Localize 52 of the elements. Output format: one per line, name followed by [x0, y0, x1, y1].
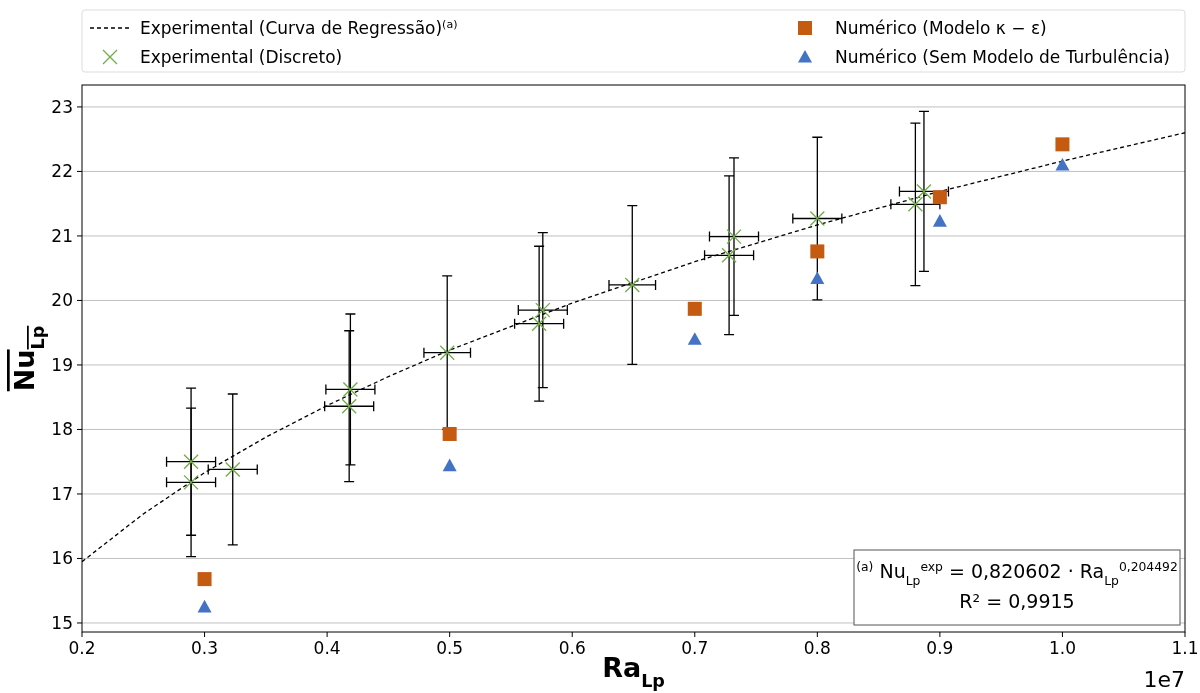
- point: [687, 332, 702, 345]
- y-tick-label: 15: [51, 612, 73, 633]
- text: 1e7: [1143, 667, 1185, 692]
- legend-label: Experimental (Discreto): [140, 47, 343, 67]
- x-tick-label: 0.4: [313, 638, 341, 658]
- x-tick-label: 0.9: [926, 638, 954, 658]
- x-tick-label: 0.6: [558, 638, 586, 658]
- point: [442, 426, 457, 441]
- x-tick-label: 1.0: [1048, 638, 1076, 658]
- point: [225, 461, 241, 478]
- x-tick-label: 0.5: [436, 638, 464, 658]
- point: [810, 244, 825, 259]
- point: [197, 572, 212, 587]
- point: [916, 183, 932, 200]
- point: [932, 214, 947, 227]
- y-tick-label: 17: [51, 483, 73, 504]
- point: [721, 247, 737, 263]
- y-tick-label: 22: [51, 161, 73, 182]
- legend-label: Experimental (Curva de Regressão)$^{(a)}$: [140, 17, 458, 38]
- point: [197, 599, 212, 613]
- y-tick-label: 19: [51, 354, 73, 375]
- x-tick-label: 1.1: [1171, 638, 1199, 658]
- point: [907, 196, 924, 212]
- y-tick-label: 23: [51, 96, 73, 117]
- x-tick-label: 0.2: [68, 638, 96, 658]
- point: [183, 474, 199, 490]
- legend-label: Numérico (Modelo κ − ε): [835, 18, 1047, 38]
- x-tick-label: 0.8: [803, 638, 831, 658]
- y-tick-label: 18: [51, 419, 73, 440]
- point: [810, 271, 825, 285]
- point: [342, 381, 359, 398]
- point: [1055, 137, 1070, 152]
- point: [531, 316, 547, 332]
- point: [442, 458, 457, 472]
- point: [932, 190, 947, 205]
- point: [439, 345, 455, 361]
- y-tick-label: 16: [51, 548, 73, 569]
- point: [687, 301, 702, 316]
- y-tick-label: 21: [51, 225, 73, 246]
- point: [183, 454, 199, 470]
- point: [341, 398, 357, 414]
- point: [1055, 157, 1070, 171]
- y-tick-label: 20: [51, 290, 73, 311]
- x-tick-label: 0.7: [681, 638, 709, 658]
- point: [726, 228, 742, 245]
- legend-label: Numérico (Sem Modelo de Turbulência): [835, 47, 1170, 67]
- x-tick-label: 0.3: [191, 638, 219, 658]
- point: [535, 302, 551, 318]
- point: [624, 277, 640, 293]
- point: [809, 210, 825, 227]
- annotation: R² = 0,9915: [959, 590, 1075, 612]
- x-axis-title: Ra$_{Lp}$: [602, 652, 665, 691]
